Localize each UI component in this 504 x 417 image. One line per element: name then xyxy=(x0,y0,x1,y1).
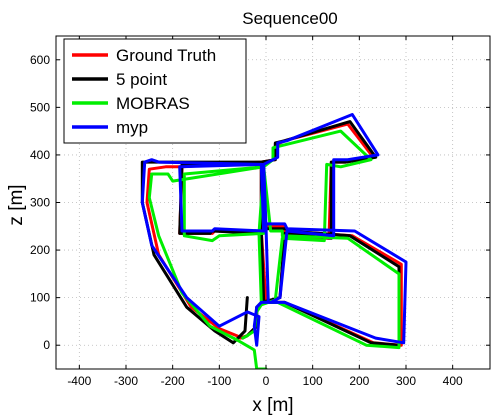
y-tick-label: 300 xyxy=(30,196,50,210)
legend: Ground Truth 5 point MOBRAS myp xyxy=(63,38,247,144)
x-axis-label: x [m] xyxy=(252,395,293,416)
plot-series xyxy=(140,113,408,369)
y-tick-label: 200 xyxy=(30,243,50,257)
x-tick-label: -100 xyxy=(207,374,231,388)
x-tick-label: 400 xyxy=(443,374,463,388)
legend-label: myp xyxy=(116,118,148,137)
y-tick-label: 600 xyxy=(30,53,50,67)
x-tick-label: 200 xyxy=(349,374,369,388)
y-tick-label: 500 xyxy=(30,100,50,114)
legend-label: 5 point xyxy=(116,70,167,89)
legend-label: MOBRAS xyxy=(116,94,190,113)
y-tick-label: 400 xyxy=(30,148,50,162)
y-axis-label: z [m] xyxy=(6,184,27,225)
x-tick-label: -200 xyxy=(161,374,185,388)
y-tick-label: 0 xyxy=(43,338,50,352)
x-tick-label: -300 xyxy=(114,374,138,388)
x-tick-label: -400 xyxy=(67,374,91,388)
series-line-myp xyxy=(140,113,408,347)
series-line-mobras xyxy=(147,129,401,369)
chart-title: Sequence00 xyxy=(242,9,337,28)
y-tick-label: 100 xyxy=(30,291,50,305)
x-tick-label: 100 xyxy=(303,374,323,388)
legend-label: Ground Truth xyxy=(116,46,216,65)
x-tick-label: 0 xyxy=(263,374,270,388)
x-tick-label: 300 xyxy=(396,374,416,388)
